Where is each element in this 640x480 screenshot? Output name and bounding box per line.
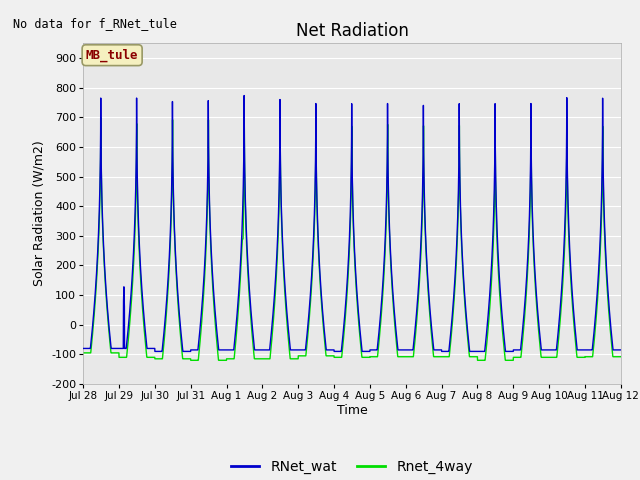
Text: MB_tule: MB_tule bbox=[86, 48, 138, 62]
Y-axis label: Solar Radiation (W/m2): Solar Radiation (W/m2) bbox=[33, 141, 45, 287]
Text: No data for f_RNet_tule: No data for f_RNet_tule bbox=[13, 17, 177, 30]
X-axis label: Time: Time bbox=[337, 404, 367, 417]
Title: Net Radiation: Net Radiation bbox=[296, 22, 408, 40]
Legend: RNet_wat, Rnet_4way: RNet_wat, Rnet_4way bbox=[226, 454, 478, 480]
